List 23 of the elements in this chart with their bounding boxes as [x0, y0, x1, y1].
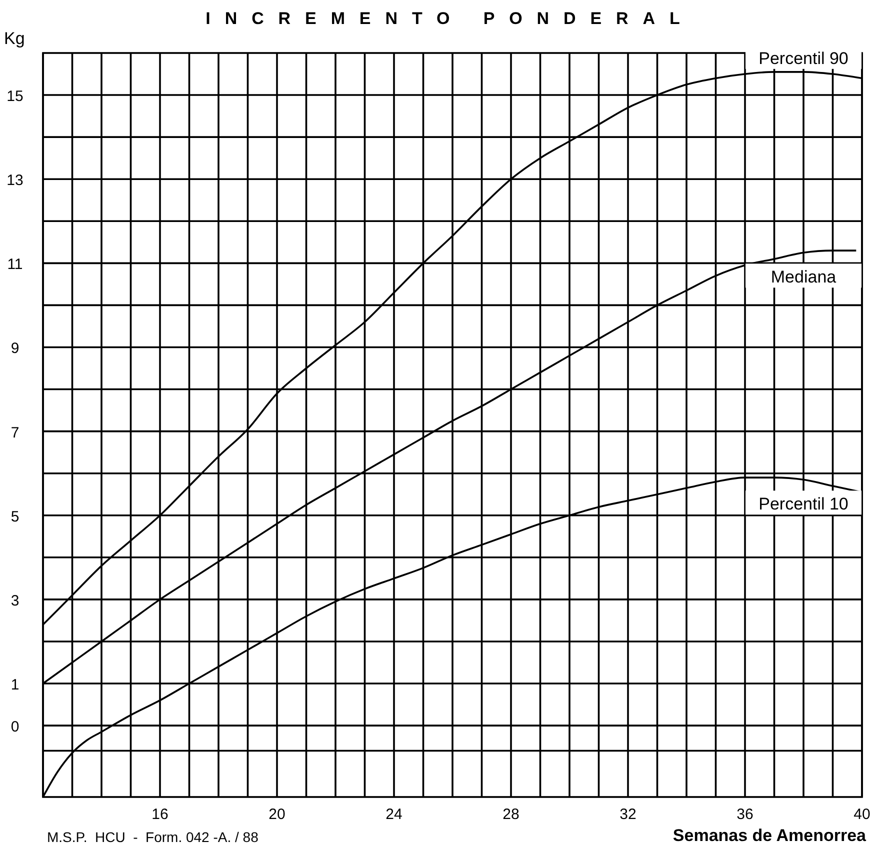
y-tick-label: 3 [10, 592, 20, 610]
x-tick-label: 28 [502, 806, 520, 823]
x-tick-label: 20 [268, 806, 286, 823]
y-tick-label: 0 [10, 718, 20, 736]
series-label: Percentil 90 [758, 48, 848, 68]
y-tick-label: 1 [10, 676, 20, 694]
y-tick-label: 15 [6, 88, 24, 106]
y-tick-label: 5 [10, 508, 20, 526]
y-axis-title: Kg [4, 29, 25, 48]
chart-title: INCREMENTO PONDERAL [206, 9, 694, 28]
text: M.S.P. HCU - Form. 042 -A. / 88 [47, 829, 259, 845]
x-tick-label: 32 [620, 806, 636, 823]
y-tick-label: 7 [10, 424, 20, 442]
x-tick-label: 16 [152, 806, 168, 823]
x-axis-title: Semanas de Amenorrea [672, 826, 867, 845]
series-label: Mediana [770, 268, 837, 287]
x-tick-label: 36 [736, 806, 754, 823]
y-tick-label: 13 [6, 172, 24, 190]
x-tick-label: 40 [854, 806, 870, 823]
x-tick-label: 24 [386, 806, 402, 823]
y-tick-label: 11 [7, 256, 23, 274]
y-tick-label: 9 [10, 340, 20, 358]
series-label: Percentil 10 [758, 494, 848, 514]
